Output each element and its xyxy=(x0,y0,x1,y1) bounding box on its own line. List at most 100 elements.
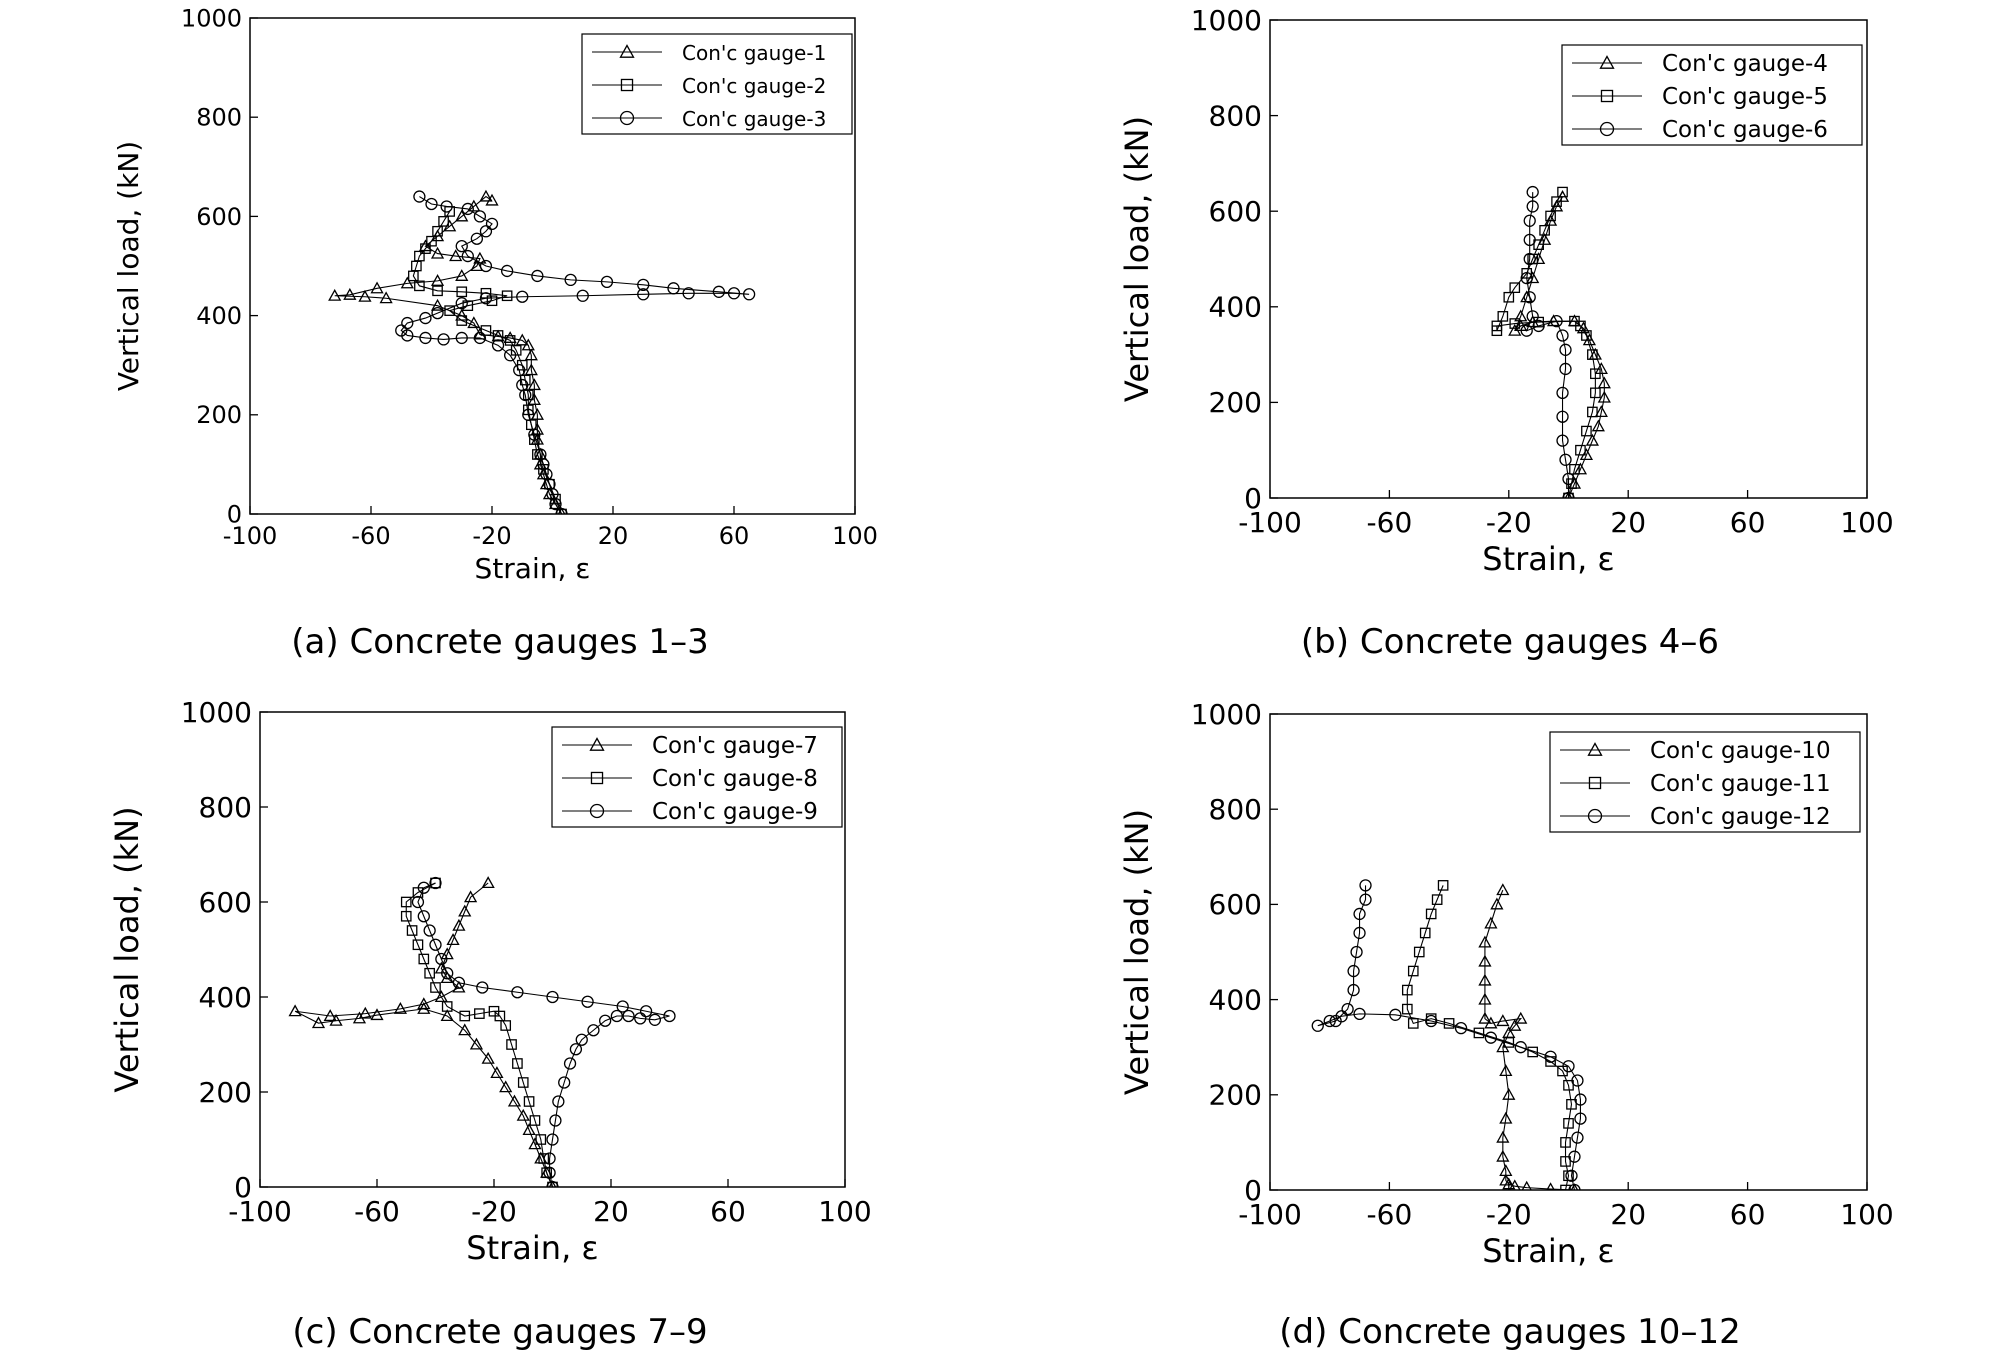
x-axis-label: Strain, ε xyxy=(466,1229,598,1267)
data-point-triangle xyxy=(1508,1018,1522,1031)
y-axis-label: Vertical load, (kN) xyxy=(1118,116,1156,402)
data-point-triangle xyxy=(463,890,478,903)
data-point-triangle xyxy=(430,298,445,311)
data-point-circle xyxy=(479,292,493,305)
data-point-triangle xyxy=(1573,462,1588,475)
data-point-circle xyxy=(534,448,547,461)
y-axis-label: Vertical load, (kN) xyxy=(1118,809,1156,1095)
data-point-triangle xyxy=(446,933,460,946)
x-axis-label: Strain, ε xyxy=(1482,1232,1614,1270)
data-point-circle xyxy=(549,1114,562,1127)
y-tick-label: 200 xyxy=(1209,1079,1262,1112)
data-point-triangle xyxy=(515,333,529,346)
data-point-circle xyxy=(1562,472,1575,486)
data-point-circle xyxy=(500,264,514,278)
y-tick-label: 1000 xyxy=(1191,698,1262,731)
y-tick-label: 600 xyxy=(1209,888,1262,921)
data-point-square xyxy=(400,910,412,922)
data-point-circle xyxy=(1526,200,1539,213)
series-line xyxy=(412,211,563,514)
data-point-circle xyxy=(437,333,450,346)
caption-b: (b) Concrete gauges 4–6 xyxy=(1300,622,1720,662)
data-point-square xyxy=(1551,196,1562,207)
data-point-square xyxy=(1413,946,1425,958)
data-point-triangle xyxy=(1514,1011,1528,1024)
data-point-triangle xyxy=(469,1037,484,1050)
data-point-circle xyxy=(546,1180,559,1187)
x-tick-label: 20 xyxy=(598,522,629,550)
data-point-circle xyxy=(1341,1002,1354,1016)
chart-panel-b: -100 -60 -20 20 60 100 0 200 400 600 800 1000 Strain… xyxy=(1100,0,1960,620)
legend-label: Con'c gauge-2 xyxy=(682,74,826,98)
data-point-circle xyxy=(1523,252,1536,266)
data-point-circle xyxy=(1562,491,1575,498)
plot-area xyxy=(1491,185,1611,498)
data-point-triangle xyxy=(430,246,445,259)
data-point-triangle xyxy=(370,1008,384,1021)
data-point-square xyxy=(1407,1018,1419,1029)
data-point-circle xyxy=(440,200,453,213)
data-point-triangle xyxy=(1502,1177,1516,1190)
data-point-triangle xyxy=(481,1051,495,1064)
x-tick-label: 20 xyxy=(1610,1198,1646,1231)
legend-label: Con'c gauge-3 xyxy=(682,107,826,131)
data-point-circle xyxy=(682,287,695,300)
data-point-triangle xyxy=(1576,321,1591,334)
data-point-triangle xyxy=(524,363,538,376)
legend-marker-circle xyxy=(1587,808,1603,824)
data-point-circle xyxy=(1574,1093,1587,1106)
data-point-circle xyxy=(431,306,444,320)
data-point-triangle xyxy=(507,1094,522,1107)
y-tick-label: 600 xyxy=(1209,195,1262,228)
x-tick-label: -20 xyxy=(1486,1198,1532,1231)
data-point-circle xyxy=(429,938,442,951)
x-tick-label: -60 xyxy=(354,1195,400,1228)
series-1 xyxy=(288,876,557,1187)
data-point-square xyxy=(512,1058,523,1069)
data-point-square xyxy=(488,1005,500,1017)
data-point-triangle xyxy=(393,1002,408,1014)
data-point-square xyxy=(424,967,435,979)
data-point-triangle xyxy=(370,281,384,294)
y-tick-label: 800 xyxy=(1209,793,1262,826)
data-point-square xyxy=(418,953,430,965)
legend-marker-circle xyxy=(589,803,605,819)
legend-label: Con'c gauge-6 xyxy=(1662,117,1828,143)
x-tick-label: 60 xyxy=(710,1195,746,1228)
series-line xyxy=(1514,196,1605,498)
data-point-circle xyxy=(1556,386,1569,399)
data-point-triangle xyxy=(1490,897,1504,910)
series-3 xyxy=(411,876,676,1187)
data-point-circle xyxy=(395,324,408,337)
data-point-triangle xyxy=(1499,1164,1513,1177)
x-tick-label: 100 xyxy=(832,522,878,550)
data-point-square xyxy=(1563,1118,1574,1129)
data-point-circle xyxy=(1571,1074,1584,1087)
data-point-triangle xyxy=(452,918,466,931)
y-tick-label: 0 xyxy=(227,500,242,528)
data-point-triangle xyxy=(358,1006,372,1019)
data-point-circle xyxy=(1559,362,1572,376)
legend-marker-square xyxy=(620,78,634,92)
data-point-square xyxy=(1557,186,1568,198)
data-point-triangle xyxy=(1478,935,1492,948)
y-tick-label: 200 xyxy=(199,1076,252,1109)
data-point-square xyxy=(1569,315,1580,327)
data-point-square xyxy=(1509,282,1521,294)
data-point-circle xyxy=(546,1133,559,1146)
data-point-circle xyxy=(511,986,524,999)
series-1 xyxy=(1478,883,1579,1190)
data-point-circle xyxy=(1425,1014,1438,1028)
data-point-triangle xyxy=(358,289,372,302)
data-point-triangle xyxy=(467,316,481,329)
data-point-circle xyxy=(552,1095,565,1108)
legend-label: Con'c gauge-11 xyxy=(1650,771,1831,797)
data-point-triangle xyxy=(1597,376,1611,389)
data-point-circle xyxy=(663,1009,676,1023)
series-line xyxy=(1317,885,1581,1190)
data-point-triangle xyxy=(1496,1130,1510,1143)
x-tick-label: -20 xyxy=(471,1195,517,1228)
data-point-circle xyxy=(1559,453,1572,466)
data-point-circle xyxy=(419,311,432,325)
data-point-square xyxy=(500,1020,512,1031)
